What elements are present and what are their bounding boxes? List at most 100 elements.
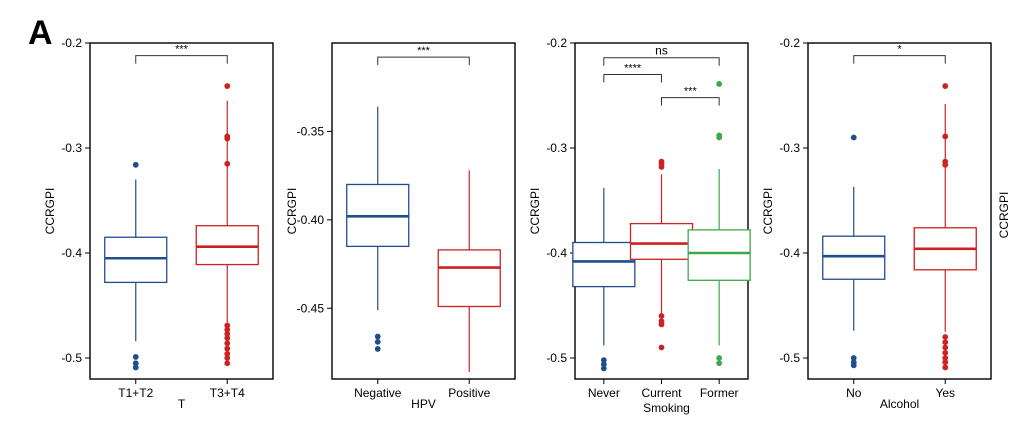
outlier-point xyxy=(224,355,231,361)
panel-2: -0.35 -0.40 -0.45 CCRGPI Negative Positive HPV… xyxy=(285,42,516,411)
significance-label: * xyxy=(897,44,902,56)
x-axis-label: HPV xyxy=(411,397,436,411)
significance-bracket xyxy=(661,97,720,106)
y-axis-label: CCRGPI xyxy=(43,188,57,235)
outlier-point xyxy=(224,335,231,341)
outlier-point xyxy=(850,355,857,361)
outlier-point xyxy=(716,355,723,361)
significance-bracket xyxy=(603,74,662,83)
plot-frame xyxy=(807,42,992,380)
outlier-point xyxy=(942,355,949,361)
x-tick-label: No xyxy=(846,386,862,400)
y-tick-label: -0.35 xyxy=(297,124,325,138)
outlier-point xyxy=(658,344,665,351)
outlier-point xyxy=(224,160,231,167)
y-tick-label: -0.2 xyxy=(779,36,800,50)
outlier-point xyxy=(942,161,949,168)
x-tick-label: Current xyxy=(641,386,682,400)
x-tick-label: Never xyxy=(588,386,620,400)
outlier-point xyxy=(850,134,857,141)
outlier-point xyxy=(600,357,607,363)
y-tick-label: -0.4 xyxy=(779,246,800,260)
y-tick-label: -0.4 xyxy=(546,246,567,260)
outlier-point xyxy=(600,361,607,368)
outlier-point xyxy=(224,340,231,347)
outlier-point xyxy=(850,362,857,369)
x-axis-label: Smoking xyxy=(643,401,690,415)
outlier-point xyxy=(224,83,231,89)
outlier-point xyxy=(942,334,949,340)
outlier-point xyxy=(224,350,231,357)
outlier-point xyxy=(132,354,139,360)
outlier-point xyxy=(942,349,949,356)
significance-bracket xyxy=(377,56,470,66)
outlier-point xyxy=(716,360,723,367)
box xyxy=(822,235,886,280)
significance-bracket xyxy=(603,57,720,66)
plot-frame xyxy=(331,42,516,380)
y-tick-label: -0.3 xyxy=(546,141,567,155)
x-axis-label: Alcohol xyxy=(880,397,919,411)
outlier-point xyxy=(374,333,381,340)
outlier-point xyxy=(224,322,231,329)
box xyxy=(629,222,694,260)
y-tick-label: -0.40 xyxy=(297,213,325,227)
x-tick-label: Yes xyxy=(935,386,955,400)
outlier-point xyxy=(658,321,665,328)
outlier-point xyxy=(716,134,723,141)
significance-bracket xyxy=(853,55,946,64)
x-tick-label: T1+T2 xyxy=(118,386,153,400)
panel-label: A xyxy=(28,14,53,52)
significance-label: *** xyxy=(417,45,431,57)
outlier-point xyxy=(942,344,949,351)
outlier-point xyxy=(658,313,665,319)
outlier-point xyxy=(942,339,949,346)
truncated-y-axis-label: CCRGPI xyxy=(997,192,1011,239)
y-tick-label: -0.5 xyxy=(546,351,567,365)
outlier-point xyxy=(942,364,949,371)
outlier-point xyxy=(942,133,949,140)
outlier-point xyxy=(374,346,381,352)
panel-1: -0.2 -0.3 -0.4 -0.5 CCRGPI T1+T2 T3+T4 T *** xyxy=(43,36,274,411)
y-tick-label: -0.2 xyxy=(546,36,567,50)
outlier-point xyxy=(224,330,231,337)
outlier-point xyxy=(132,364,139,371)
x-tick-label: Former xyxy=(700,386,739,400)
outlier-point xyxy=(132,360,139,367)
y-axis-label: CCRGPI xyxy=(761,188,775,235)
panel-3: -0.2 -0.3 -0.4 -0.5 CCRGPI Never Current Former… xyxy=(528,36,751,415)
outlier-point xyxy=(224,345,231,352)
y-axis-label: CCRGPI xyxy=(285,188,299,235)
box xyxy=(437,249,501,308)
outlier-point xyxy=(132,161,139,168)
x-axis-label: T xyxy=(178,397,186,411)
x-tick-label: Negative xyxy=(354,386,402,400)
panel-4: -0.2 -0.3 -0.4 -0.5 CCRGPI No Yes Alcohol * xyxy=(761,36,992,411)
y-tick-label: -0.3 xyxy=(779,141,800,155)
outlier-point xyxy=(600,365,607,372)
y-axis-label: CCRGPI xyxy=(528,188,542,235)
outlier-point xyxy=(942,83,949,89)
x-tick-label: Positive xyxy=(448,386,490,400)
y-tick-label: -0.3 xyxy=(61,141,82,155)
box xyxy=(104,236,168,284)
y-tick-label: -0.5 xyxy=(61,351,82,365)
y-tick-label: -0.2 xyxy=(61,36,82,50)
outlier-point xyxy=(658,164,665,170)
outlier-point xyxy=(224,326,231,333)
box xyxy=(195,225,259,266)
significance-label: *** xyxy=(684,86,698,98)
outlier-point xyxy=(224,135,231,142)
significance-label: *** xyxy=(175,44,189,56)
significance-bracket xyxy=(135,55,228,64)
significance-label: **** xyxy=(624,63,642,75)
box xyxy=(687,229,751,281)
y-tick-label: -0.5 xyxy=(779,351,800,365)
outlier-point xyxy=(942,359,949,366)
plot-frame xyxy=(89,42,274,380)
box xyxy=(572,241,636,288)
outlier-point xyxy=(716,81,723,87)
outlier-point xyxy=(224,360,231,367)
